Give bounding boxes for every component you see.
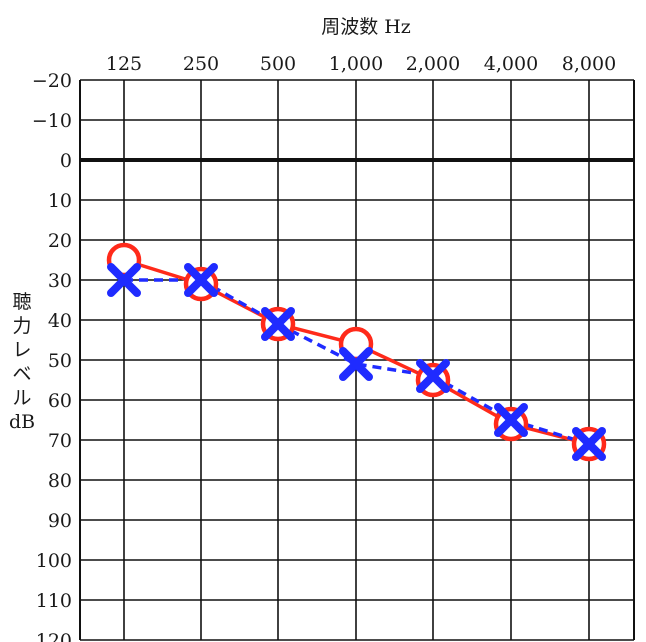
cross-marker — [107, 263, 141, 297]
markers-cross — [107, 263, 606, 461]
y-tick-label: 20 — [48, 230, 72, 252]
y-tick-labels: −20 −10 0 10 20 30 40 50 60 70 80 90 100 110 120 — [32, 70, 72, 642]
cross-marker — [416, 359, 450, 393]
y-axis-title-char: dB — [9, 411, 35, 433]
cross-marker — [184, 263, 218, 297]
x-tick-label: 1,000 — [329, 53, 383, 75]
y-axis-title-char: 力 — [12, 315, 31, 337]
y-tick-label: 40 — [48, 310, 72, 332]
y-tick-label: 70 — [48, 430, 72, 452]
x-axis-title: 周波数 Hz — [321, 16, 411, 38]
y-axis-title-char: レ — [12, 339, 31, 361]
cross-marker — [494, 403, 528, 437]
cross-marker — [572, 427, 606, 461]
y-tick-label: 10 — [48, 190, 72, 212]
x-tick-label: 250 — [183, 53, 219, 75]
y-axis-title-char: ベ — [12, 363, 31, 385]
x-tick-labels: 125 250 500 1,000 2,000 4,000 8,000 — [106, 53, 616, 75]
x-tick-label: 125 — [106, 53, 142, 75]
y-tick-label: 0 — [60, 150, 72, 172]
y-tick-label: 90 — [48, 510, 72, 532]
y-axis-title-char: ル — [12, 387, 31, 409]
series-layer — [106, 242, 607, 462]
y-tick-label: −10 — [32, 110, 72, 132]
x-tick-label: 4,000 — [484, 53, 538, 75]
y-tick-label: 60 — [48, 390, 72, 412]
x-tick-label: 2,000 — [406, 53, 460, 75]
y-tick-label: 30 — [48, 270, 72, 292]
y-tick-label: 80 — [48, 470, 72, 492]
cross-marker — [261, 307, 295, 341]
y-axis-title-char: 聴 — [12, 291, 31, 313]
y-tick-label: 100 — [36, 550, 72, 572]
y-tick-label: 110 — [36, 590, 72, 612]
x-tick-label: 8,000 — [562, 53, 616, 75]
cross-marker — [339, 347, 373, 381]
y-tick-label: 120 — [36, 630, 72, 642]
x-tick-label: 500 — [260, 53, 296, 75]
y-tick-label: −20 — [32, 70, 72, 92]
y-tick-label: 50 — [48, 350, 72, 372]
